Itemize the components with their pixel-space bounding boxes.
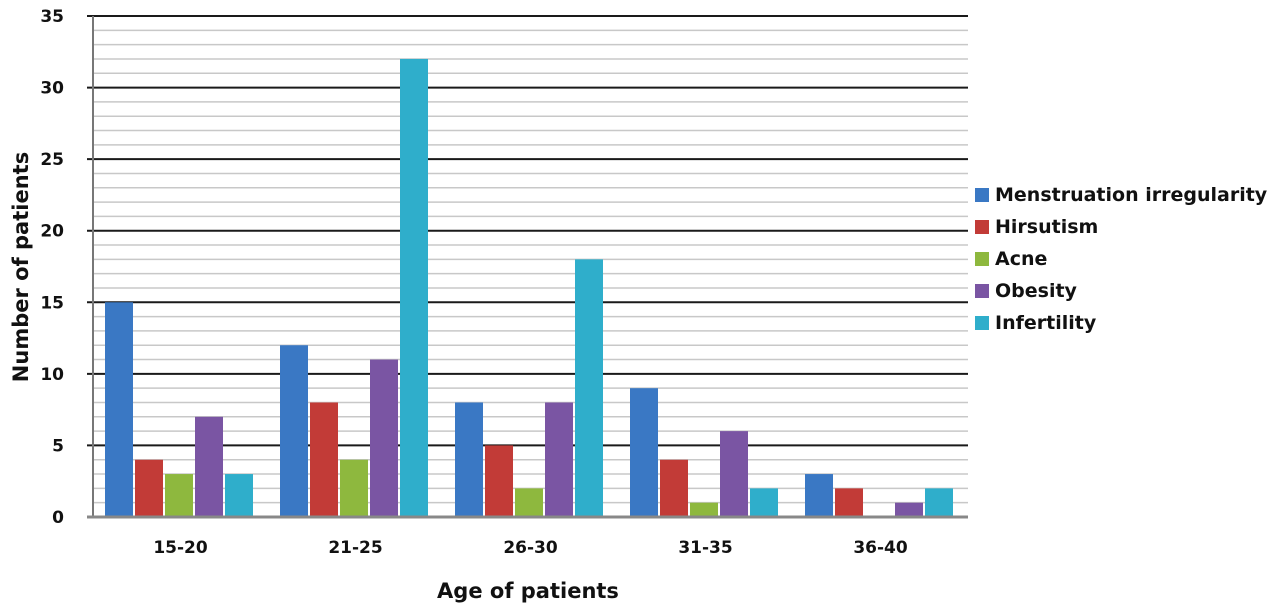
legend-swatch [975,220,989,234]
bar [135,459,163,517]
x-tick-label: 26-30 [503,538,558,558]
bar [455,402,483,517]
y-tick-label: 20 [40,222,64,242]
legend-swatch [975,188,989,202]
y-tick-label: 10 [40,365,64,385]
axes: 0 5 10 15 20 25 30 35 15-20 21-25 26-30 31-35 36-40 [40,7,968,558]
bar [485,445,513,517]
bar [835,488,863,517]
bar [575,259,603,517]
x-tick-label: 21-25 [328,538,382,558]
bar [280,345,308,517]
bar [750,488,778,517]
bar [225,474,253,517]
bar [165,474,193,517]
legend-label: Menstruation irregularity [995,184,1268,206]
x-tick-label: 15-20 [153,538,208,558]
bar [805,474,833,517]
legend-swatch [975,252,989,266]
bar [310,402,338,517]
bar [400,58,428,517]
bar [105,302,133,517]
bar [690,502,718,517]
bars [105,58,953,517]
legend-label: Hirsutism [995,216,1098,238]
legend-label: Obesity [995,280,1078,302]
y-tick-label: 0 [52,508,64,528]
bar [340,459,368,517]
y-tick-label: 5 [52,436,64,456]
y-axis-title: Number of patients [9,152,33,382]
x-tick-label: 36-40 [853,538,908,558]
legend-label: Infertility [995,312,1097,334]
legend-swatch [975,284,989,298]
bar [895,502,923,517]
bar [515,488,543,517]
bar [630,388,658,517]
x-axis-title: Age of patients [437,579,619,603]
y-tick-label: 15 [40,293,64,313]
bar [660,459,688,517]
y-tick-label: 35 [40,7,64,27]
legend-label: Acne [995,248,1047,270]
legend: Menstruation irregularity Hirsutism Acne Ob… [975,184,1268,334]
bar [545,402,573,517]
bar [195,416,223,517]
y-tick-label: 30 [40,79,64,99]
legend-swatch [975,316,989,330]
y-tick-label: 25 [40,150,64,170]
x-tick-label: 31-35 [678,538,732,558]
gridlines [87,15,968,504]
bar [720,431,748,517]
bar [925,488,953,517]
bar [370,359,398,517]
